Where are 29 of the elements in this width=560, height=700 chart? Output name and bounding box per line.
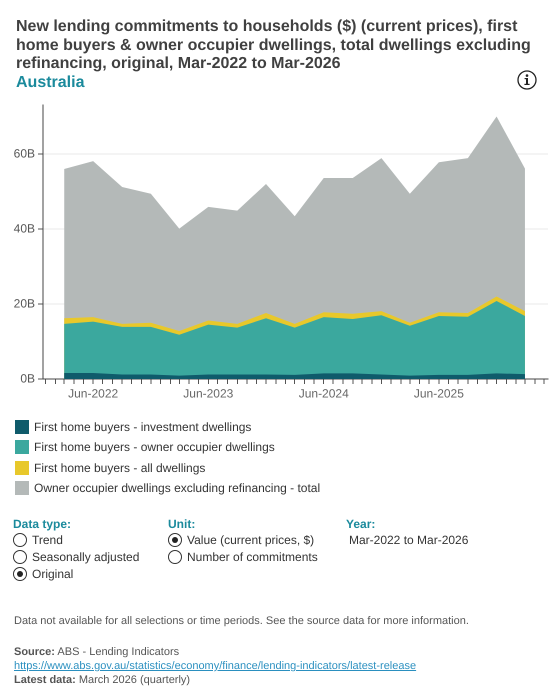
text: Data not available for all selections or time periods. See the source data for more information. bbox=[14, 615, 469, 627]
text: Trend bbox=[32, 533, 63, 547]
y-tick-label: 0B bbox=[20, 371, 35, 386]
text: Year: bbox=[346, 517, 376, 531]
legend-label: Owner occupier dwellings excluding refinancing - total bbox=[34, 481, 320, 496]
text: Unit: bbox=[168, 517, 196, 531]
text: Seasonally adjusted bbox=[32, 550, 140, 564]
text: Original bbox=[32, 567, 74, 581]
text: March 2026 (quarterly) bbox=[78, 674, 190, 686]
text: Data type: bbox=[13, 517, 72, 531]
y-tick-label: 20B bbox=[14, 296, 35, 310]
text: Value (current prices, $) bbox=[187, 533, 314, 547]
chart-title: New lending commitments to households ($) (current prices), first home buyers & owner occupier dwellings, total dwellings excluding refinancing, original, Mar-2022 to Mar-2026 bbox=[16, 18, 531, 72]
text: Latest data: bbox=[14, 674, 76, 686]
chart-subtitle: Australia bbox=[16, 74, 84, 92]
y-tick-label: 40B bbox=[14, 221, 35, 236]
text: ABS - Lending Indicators bbox=[57, 646, 180, 658]
x-tick-label: Jun-2023 bbox=[183, 386, 234, 401]
x-tick-label: Jun-2024 bbox=[298, 386, 350, 401]
source-note: Source: bbox=[14, 646, 55, 658]
legend-label: First home buyers - owner occupier dwellings bbox=[34, 440, 275, 454]
x-tick-label: Jun-2025 bbox=[414, 386, 464, 401]
x-tick-label: Jun-2022 bbox=[68, 386, 118, 401]
legend-label: First home buyers - all dwellings bbox=[34, 460, 206, 475]
text: https://www.abs.gov.au/statistics/economy/finance/lending-indicators/latest-release bbox=[14, 660, 416, 672]
text: Mar-2022 to Mar-2026 bbox=[349, 533, 468, 547]
y-tick-label: 60B bbox=[14, 146, 35, 160]
text: Number of commitments bbox=[187, 550, 318, 564]
legend-label: First home buyers - investment dwellings bbox=[34, 420, 252, 434]
